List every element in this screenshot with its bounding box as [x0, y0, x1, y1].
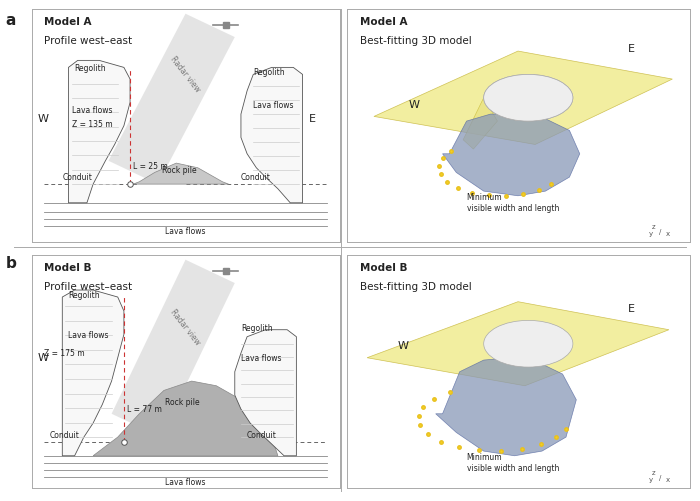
Text: Rock pile: Rock pile	[162, 166, 197, 175]
Text: Z = 175 m: Z = 175 m	[44, 349, 85, 358]
Text: W: W	[408, 100, 419, 110]
Text: /: /	[659, 228, 661, 234]
Text: z: z	[652, 224, 655, 230]
Text: Profile west–east: Profile west–east	[44, 281, 132, 291]
Text: Best-fitting 3D model: Best-fitting 3D model	[360, 281, 472, 291]
Text: Model B: Model B	[360, 263, 407, 273]
Text: Lava flows: Lava flows	[69, 330, 109, 339]
Polygon shape	[108, 15, 234, 185]
Text: E: E	[628, 304, 635, 314]
Text: y: y	[648, 231, 652, 237]
Polygon shape	[69, 61, 130, 203]
Text: Minimum
visible width and length: Minimum visible width and length	[466, 193, 559, 212]
Text: Conduit: Conduit	[50, 430, 80, 439]
Text: W: W	[398, 341, 409, 351]
Text: Conduit: Conduit	[241, 173, 271, 182]
Polygon shape	[442, 115, 580, 196]
Text: x: x	[666, 476, 670, 482]
Ellipse shape	[484, 75, 573, 122]
Text: y: y	[648, 476, 652, 482]
Text: x: x	[666, 231, 670, 237]
Text: Regolith: Regolith	[75, 64, 106, 73]
Polygon shape	[133, 164, 229, 185]
Text: Model B: Model B	[44, 263, 91, 273]
Text: E: E	[309, 114, 316, 124]
Text: Radar view: Radar view	[169, 54, 202, 94]
Text: z: z	[652, 469, 655, 475]
Polygon shape	[93, 381, 278, 456]
Polygon shape	[62, 291, 124, 456]
Text: Lava flows: Lava flows	[253, 101, 294, 110]
Text: Profile west–east: Profile west–east	[44, 36, 132, 46]
Text: E: E	[628, 44, 635, 54]
Text: Rock pile: Rock pile	[165, 398, 199, 407]
Text: /: /	[659, 474, 661, 480]
Text: W: W	[38, 114, 49, 124]
Text: Regolith: Regolith	[69, 291, 100, 300]
Text: Model A: Model A	[44, 17, 91, 27]
Polygon shape	[435, 358, 576, 456]
Polygon shape	[241, 68, 302, 203]
Text: Regolith: Regolith	[241, 323, 272, 332]
Text: Minimum
visible width and length: Minimum visible width and length	[466, 452, 559, 472]
Ellipse shape	[484, 75, 573, 122]
Polygon shape	[374, 52, 672, 145]
Polygon shape	[111, 260, 234, 437]
Text: L = 25 m: L = 25 m	[133, 161, 168, 170]
Text: Lava flows: Lava flows	[165, 477, 206, 486]
Ellipse shape	[484, 321, 573, 367]
Text: Radar view: Radar view	[169, 307, 202, 346]
Text: Conduit: Conduit	[62, 173, 92, 182]
Text: b: b	[6, 256, 17, 271]
Polygon shape	[463, 99, 498, 150]
Text: Best-fitting 3D model: Best-fitting 3D model	[360, 36, 472, 46]
Text: Regolith: Regolith	[253, 68, 285, 77]
Text: Model A: Model A	[360, 17, 407, 27]
Text: L = 77 m: L = 77 m	[127, 405, 162, 414]
Polygon shape	[234, 330, 296, 456]
Text: a: a	[6, 13, 16, 28]
Text: Lava flows: Lava flows	[165, 226, 206, 235]
Text: W: W	[38, 352, 49, 362]
Polygon shape	[367, 302, 669, 386]
Text: Conduit: Conduit	[247, 430, 277, 439]
Text: Z = 135 m: Z = 135 m	[71, 120, 112, 128]
Text: Lava flows: Lava flows	[241, 353, 281, 362]
Text: E: E	[284, 373, 291, 383]
Text: Lava flows: Lava flows	[71, 106, 112, 115]
